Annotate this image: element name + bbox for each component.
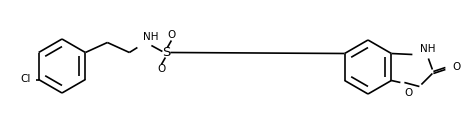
Text: O: O bbox=[405, 88, 413, 97]
Text: O: O bbox=[452, 62, 461, 72]
Text: NH: NH bbox=[421, 43, 436, 53]
Text: O: O bbox=[157, 64, 165, 75]
Text: NH: NH bbox=[143, 32, 159, 42]
Text: Cl: Cl bbox=[20, 75, 31, 84]
Text: O: O bbox=[167, 31, 176, 40]
Text: S: S bbox=[162, 46, 171, 59]
